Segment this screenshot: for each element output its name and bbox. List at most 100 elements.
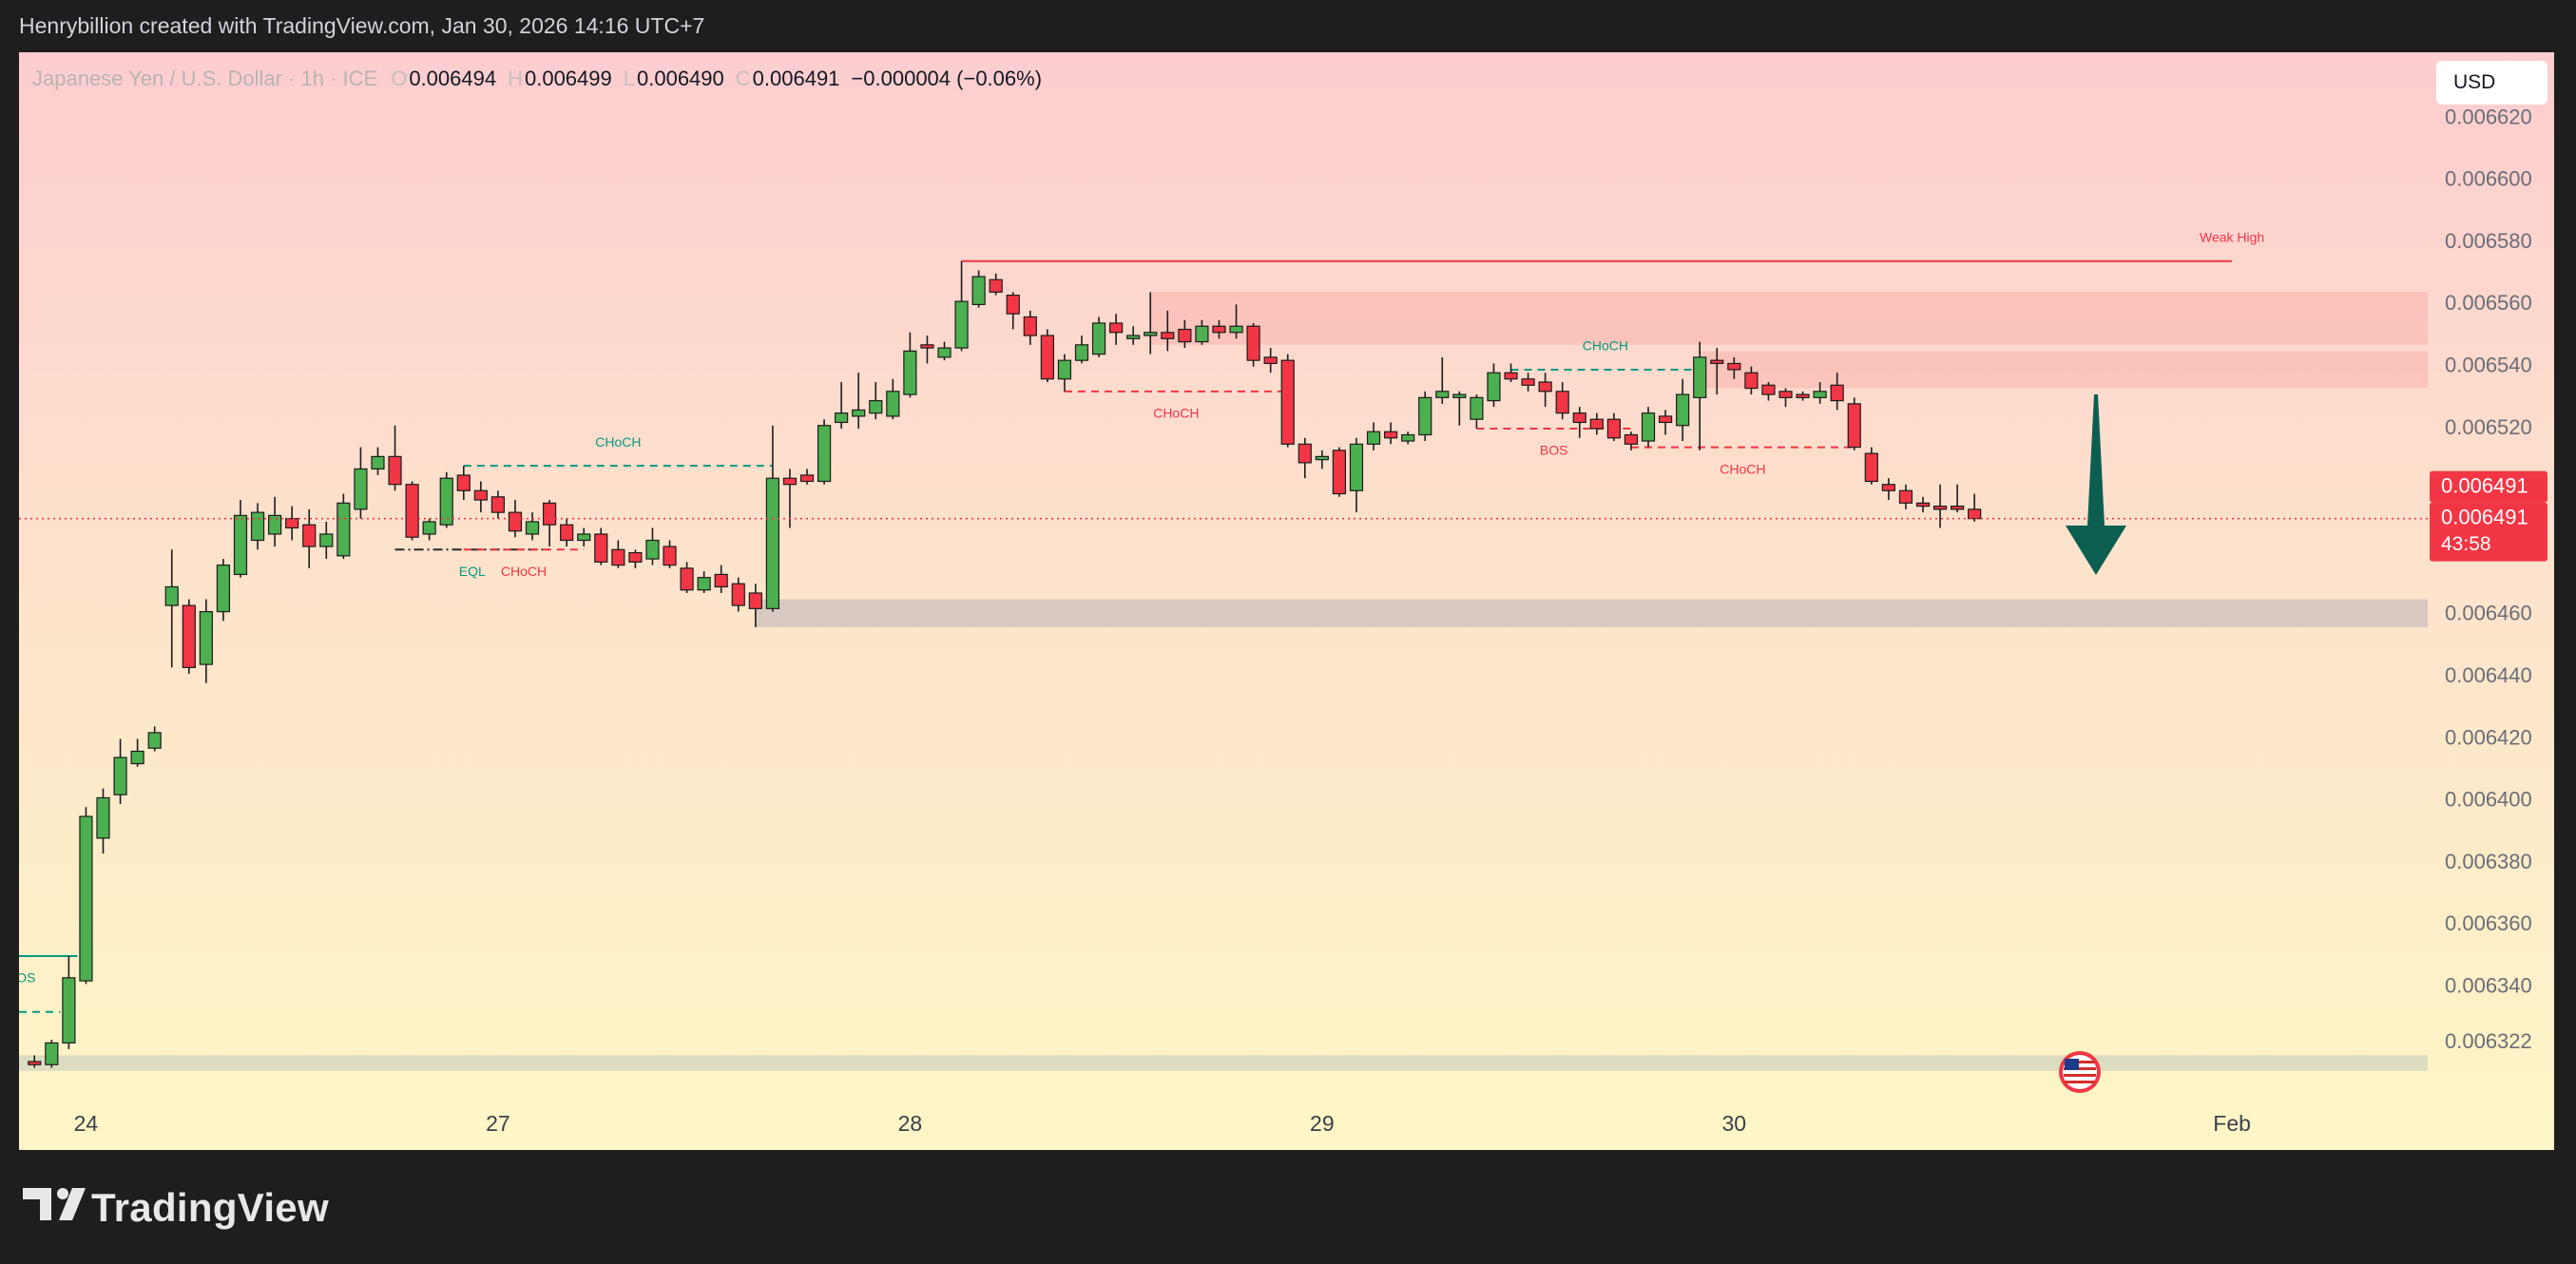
candle-body: [1091, 322, 1106, 355]
candle-body: [1366, 431, 1381, 445]
candle-body: [954, 300, 969, 349]
candle-body: [1126, 335, 1141, 339]
candle-body: [765, 477, 779, 609]
y-tick-label: 0.006580: [2445, 229, 2532, 253]
candle-body: [1898, 489, 1913, 504]
candle-body: [1195, 325, 1209, 343]
candle-body: [645, 539, 660, 560]
candle-body: [1470, 396, 1484, 420]
candle-body: [1555, 391, 1569, 414]
chart-background: [19, 52, 2554, 1150]
candle-body: [835, 412, 849, 424]
price-axis: 0.006620 0.006600 0.006580 0.006560 0.006540…: [2430, 105, 2547, 1053]
structure-label: CHoCH: [501, 564, 547, 579]
candle-body: [560, 524, 574, 542]
y-tick-label: 0.006520: [2445, 415, 2532, 439]
candle-body: [147, 732, 162, 749]
structure-label: BOS: [1540, 443, 1568, 458]
attribution: Henrybillion created with TradingView.co…: [19, 13, 705, 38]
candle-body: [594, 533, 608, 563]
structure-label: CHoCH: [1153, 406, 1199, 421]
candle-body: [62, 977, 76, 1044]
candle-body: [542, 502, 557, 526]
x-tick-label: Feb: [2213, 1111, 2251, 1136]
candle-body: [817, 425, 832, 483]
candle-body: [748, 592, 762, 609]
candle-body: [1263, 356, 1278, 365]
low-key: L: [623, 67, 635, 90]
candle-body: [663, 546, 677, 566]
candle-body: [439, 477, 453, 526]
structure-label: BOS: [8, 970, 36, 986]
candle-body: [1676, 393, 1690, 427]
candle-body: [1864, 452, 1878, 483]
us-flag-icon: [2059, 1051, 2101, 1093]
candle-body: [508, 511, 523, 532]
y-tick-label: 0.006560: [2445, 291, 2532, 315]
y-tick-label: 0.006340: [2445, 973, 2532, 997]
candle-body: [490, 496, 506, 513]
candle-body: [473, 489, 488, 501]
currency-button[interactable]: USD: [2436, 61, 2547, 105]
candle-body: [1280, 359, 1295, 445]
candle-body: [525, 521, 540, 535]
symbol-legend: Japanese Yen / U.S. Dollar · 1h · ICE O 0.…: [32, 67, 1053, 91]
candle-body: [422, 521, 436, 535]
candle-body: [96, 796, 110, 839]
candle-body: [216, 565, 231, 613]
candle-body: [1315, 455, 1329, 461]
candle-body: [1144, 332, 1158, 336]
candle-body: [336, 502, 351, 557]
structure-label: Weak High: [2200, 229, 2264, 244]
low-value: 0.006490: [637, 67, 724, 90]
candle-body: [1830, 384, 1844, 402]
candle-body: [456, 474, 471, 491]
candle-body: [1796, 393, 1810, 398]
candle-body: [852, 409, 866, 417]
candle-body: [1057, 359, 1072, 380]
candle-body: [1778, 391, 1793, 398]
candle-body: [1452, 393, 1467, 398]
candle-body: [1951, 506, 1965, 510]
y-tick-label: 0.006360: [2445, 911, 2532, 935]
zone: [755, 599, 2428, 627]
x-tick-label: 27: [486, 1111, 510, 1136]
candle-body: [1435, 391, 1450, 398]
candle-body: [45, 1042, 59, 1065]
candle-body: [1332, 450, 1347, 495]
down-arrow: [2066, 394, 2126, 575]
close-value: 0.006491: [752, 67, 840, 90]
candle-body: [920, 344, 934, 349]
candle-body: [113, 756, 127, 795]
y-tick-label: 0.006540: [2445, 354, 2532, 377]
close-key: C: [735, 67, 751, 90]
candle-body: [354, 468, 368, 510]
candle-body: [1624, 433, 1639, 445]
candle-body: [1761, 384, 1776, 395]
candle-body: [1968, 508, 1982, 520]
open-key: O: [391, 67, 408, 90]
candle-body: [1229, 325, 1243, 334]
y-tick-label: 0.006620: [2445, 105, 2532, 128]
candle-body: [1109, 322, 1124, 334]
candle-body: [628, 551, 643, 563]
candle-body: [1006, 295, 1020, 315]
symbol: Japanese Yen / U.S. Dollar · 1h · ICE: [32, 67, 378, 90]
x-tick-label: 24: [74, 1111, 99, 1136]
candle-body: [731, 583, 745, 606]
candle-body: [937, 347, 952, 358]
x-tick-label: 30: [1722, 1111, 1747, 1136]
candle-body: [1847, 403, 1861, 449]
zone: [19, 1055, 2428, 1071]
candle-body: [1074, 344, 1089, 361]
candle-body: [405, 484, 419, 538]
candle-body: [1813, 391, 1827, 398]
candle-body: [233, 514, 248, 576]
candle-body: [79, 815, 93, 982]
candle-body: [1572, 412, 1586, 424]
candle-body: [302, 524, 317, 547]
candle-body: [1504, 372, 1518, 380]
candle-body: [1178, 328, 1192, 343]
candle-body: [1710, 359, 1724, 365]
candle-body: [799, 474, 815, 483]
